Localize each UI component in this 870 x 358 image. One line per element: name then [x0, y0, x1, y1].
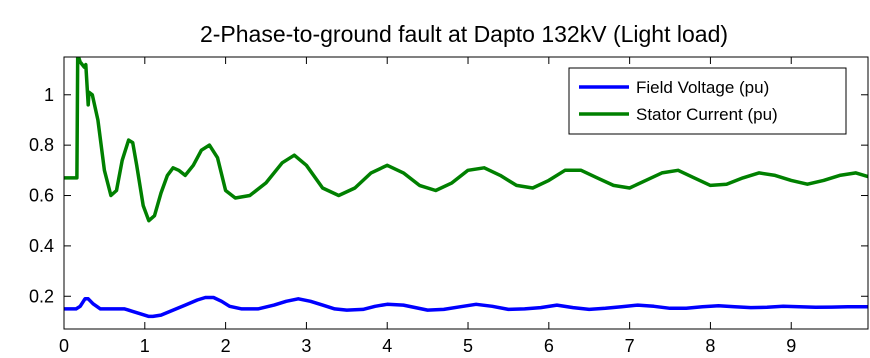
axes: 0 1 2 3 4 5 6 7 8 9 0.2 0.4 0.6 0.8 1 [29, 56, 869, 356]
x-tick-label: 5 [463, 336, 473, 356]
series-line-field-voltage [64, 295, 868, 319]
y-tick-label: 0.4 [29, 236, 54, 256]
x-tick-label: 4 [382, 336, 392, 356]
series-line-stator-current [64, 57, 868, 223]
x-tick-label: 2 [221, 336, 231, 356]
x-tick-label: 0 [59, 336, 69, 356]
x-tick-label: 7 [625, 336, 635, 356]
legend: Field Voltage (pu) Stator Current (pu) [568, 67, 847, 135]
legend-label: Field Voltage (pu) [636, 78, 769, 97]
x-tick-label: 8 [705, 336, 715, 356]
x-tick-label: 9 [786, 336, 796, 356]
plot-area [64, 57, 868, 319]
chart-title: 2-Phase-to-ground fault at Dapto 132kV (… [200, 21, 728, 47]
y-tick-label: 0.2 [29, 286, 54, 306]
y-tick-label: 0.8 [29, 135, 54, 155]
x-tick-label: 3 [301, 336, 311, 356]
axes-frame [63, 56, 869, 330]
x-tick-label: 6 [544, 336, 554, 356]
legend-label: Stator Current (pu) [636, 105, 778, 124]
y-tick-label: 1 [44, 85, 54, 105]
legend-box [568, 67, 847, 135]
y-tick-label: 0.6 [29, 186, 54, 206]
x-tick-label: 1 [140, 336, 150, 356]
